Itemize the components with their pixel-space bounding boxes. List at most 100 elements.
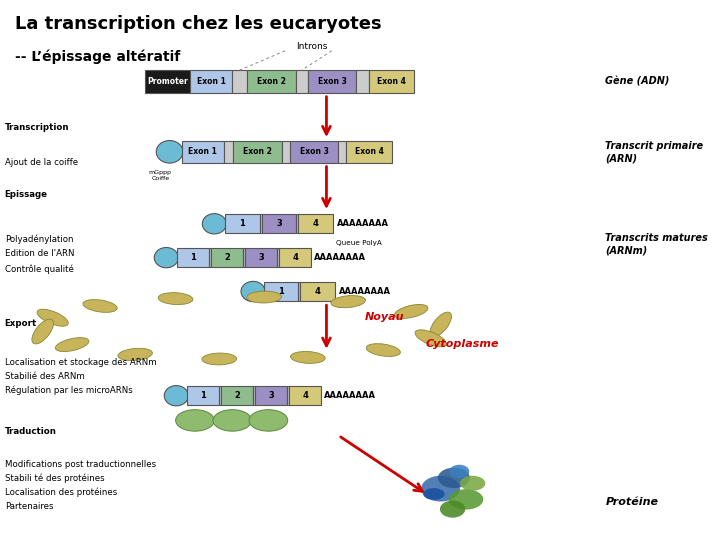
Text: 4: 4 [312, 219, 319, 228]
Text: 2: 2 [224, 253, 230, 262]
FancyBboxPatch shape [243, 248, 245, 267]
FancyBboxPatch shape [209, 248, 211, 267]
FancyBboxPatch shape [289, 386, 321, 406]
Text: Partenaires: Partenaires [5, 502, 53, 511]
Text: Exon 2: Exon 2 [243, 147, 272, 156]
Text: Transcription: Transcription [5, 123, 69, 132]
Ellipse shape [430, 312, 451, 337]
FancyBboxPatch shape [233, 70, 247, 93]
Text: 3: 3 [268, 391, 274, 400]
FancyBboxPatch shape [346, 141, 392, 163]
FancyBboxPatch shape [300, 282, 335, 301]
Ellipse shape [156, 140, 183, 163]
FancyBboxPatch shape [338, 141, 346, 163]
Ellipse shape [83, 300, 117, 312]
Ellipse shape [118, 348, 153, 361]
Ellipse shape [366, 343, 400, 356]
FancyBboxPatch shape [298, 282, 300, 301]
FancyBboxPatch shape [255, 386, 287, 406]
Ellipse shape [241, 281, 265, 302]
Text: Stabilié des ARNm: Stabilié des ARNm [5, 372, 84, 381]
FancyBboxPatch shape [190, 70, 233, 93]
FancyBboxPatch shape [307, 70, 356, 93]
Text: Export: Export [5, 319, 37, 328]
FancyBboxPatch shape [253, 386, 255, 406]
Text: Polyadénylation: Polyadénylation [5, 234, 73, 244]
Text: Protéine: Protéine [606, 497, 659, 507]
FancyBboxPatch shape [219, 386, 221, 406]
Text: Gène (ADN): Gène (ADN) [606, 77, 670, 86]
FancyBboxPatch shape [298, 214, 333, 233]
FancyBboxPatch shape [264, 282, 298, 301]
Text: Stabili té des protéines: Stabili té des protéines [5, 474, 104, 483]
FancyBboxPatch shape [289, 141, 338, 163]
FancyBboxPatch shape [233, 141, 282, 163]
FancyBboxPatch shape [181, 141, 224, 163]
Text: AAAAAAAA: AAAAAAAA [315, 253, 366, 262]
FancyBboxPatch shape [277, 248, 279, 267]
Text: 3: 3 [258, 253, 264, 262]
FancyBboxPatch shape [261, 214, 297, 233]
FancyBboxPatch shape [224, 141, 233, 163]
Text: Cytoplasme: Cytoplasme [426, 339, 499, 349]
Ellipse shape [154, 247, 179, 268]
FancyBboxPatch shape [279, 248, 311, 267]
FancyBboxPatch shape [356, 70, 369, 93]
Text: AAAAAAAA: AAAAAAAA [336, 219, 389, 228]
FancyBboxPatch shape [297, 214, 298, 233]
Text: Exon 4: Exon 4 [377, 77, 405, 86]
Ellipse shape [55, 338, 89, 352]
Text: 4: 4 [302, 391, 308, 400]
FancyBboxPatch shape [282, 141, 289, 163]
Text: mGppp
Coiffe: mGppp Coiffe [149, 170, 172, 181]
Text: AAAAAAAA: AAAAAAAA [338, 287, 390, 296]
Text: 1: 1 [240, 219, 246, 228]
FancyBboxPatch shape [287, 386, 289, 406]
FancyBboxPatch shape [247, 70, 296, 93]
Ellipse shape [449, 489, 483, 510]
FancyBboxPatch shape [187, 386, 219, 406]
Text: Modifications post traductionnelles: Modifications post traductionnelles [5, 460, 156, 469]
Text: Edition de l'ARN: Edition de l'ARN [5, 249, 74, 258]
Text: 1: 1 [200, 391, 206, 400]
FancyBboxPatch shape [225, 214, 260, 233]
Text: 1: 1 [190, 253, 196, 262]
Text: Queue PolyA: Queue PolyA [336, 240, 382, 246]
Text: Ajout de la coiffe: Ajout de la coiffe [5, 158, 78, 167]
Text: Exon 2: Exon 2 [257, 77, 286, 86]
FancyBboxPatch shape [369, 70, 414, 93]
Text: Exon 1: Exon 1 [188, 147, 217, 156]
Ellipse shape [32, 319, 53, 344]
Ellipse shape [415, 330, 446, 347]
Ellipse shape [164, 386, 189, 406]
Text: 1: 1 [278, 287, 284, 296]
Text: 3: 3 [276, 219, 282, 228]
Ellipse shape [290, 352, 325, 363]
Text: Epissage: Epissage [5, 190, 48, 199]
Text: 2: 2 [234, 391, 240, 400]
Text: Traduction: Traduction [5, 427, 57, 436]
FancyBboxPatch shape [221, 386, 253, 406]
Ellipse shape [331, 295, 366, 308]
FancyBboxPatch shape [260, 214, 261, 233]
Ellipse shape [158, 293, 193, 305]
Ellipse shape [438, 468, 470, 488]
Text: Exon 3: Exon 3 [318, 77, 346, 86]
Text: Exon 4: Exon 4 [355, 147, 384, 156]
Ellipse shape [202, 353, 237, 365]
Text: AAAAAAAA: AAAAAAAA [325, 391, 377, 400]
Ellipse shape [395, 305, 428, 319]
Text: Noyau: Noyau [365, 312, 405, 322]
Text: Contrôle qualité: Contrôle qualité [5, 264, 73, 274]
Ellipse shape [423, 488, 444, 500]
Ellipse shape [460, 476, 485, 491]
Text: Promoter: Promoter [147, 77, 188, 86]
Ellipse shape [449, 465, 469, 478]
Text: 4: 4 [292, 253, 298, 262]
Text: -- L’épissage altératif: -- L’épissage altératif [14, 50, 180, 64]
Ellipse shape [440, 501, 465, 518]
Ellipse shape [213, 410, 252, 431]
Ellipse shape [421, 476, 460, 502]
Text: Localisation des protéines: Localisation des protéines [5, 488, 117, 497]
FancyBboxPatch shape [177, 248, 209, 267]
